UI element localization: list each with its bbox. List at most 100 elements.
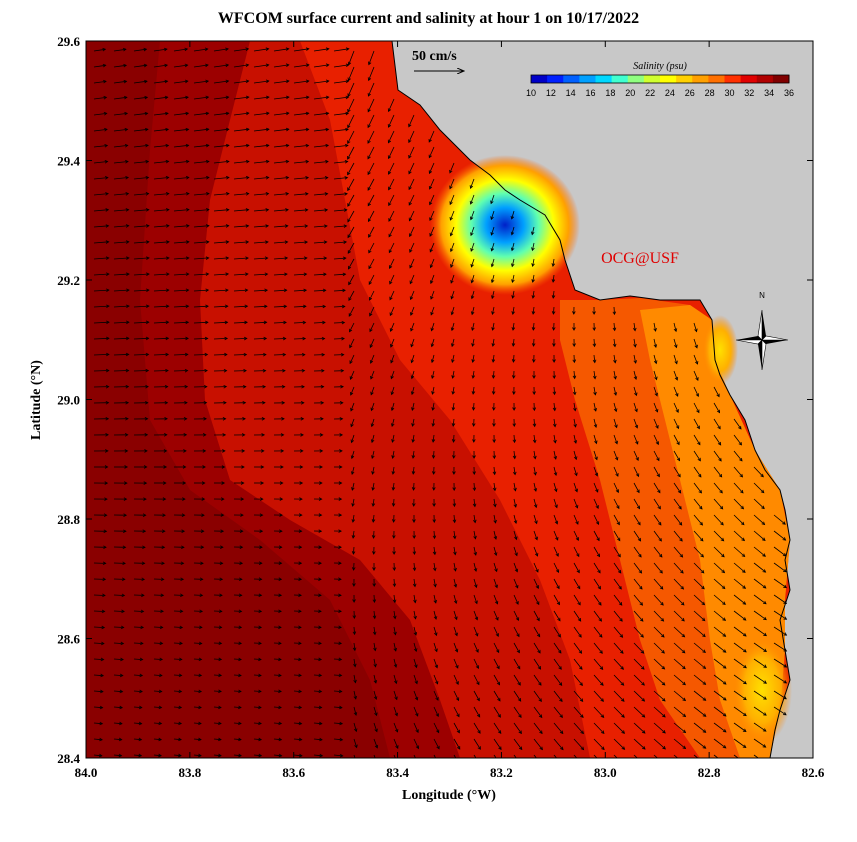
current-vector — [613, 722, 625, 734]
current-vector-head — [144, 417, 149, 421]
current-vector — [593, 562, 601, 574]
current-vector-head — [409, 264, 413, 269]
current-vector — [472, 370, 475, 379]
current-vector-head — [535, 569, 539, 573]
current-vector — [393, 610, 396, 619]
current-vector — [253, 354, 266, 356]
current-vector — [193, 128, 209, 132]
current-vector-head — [202, 465, 206, 469]
current-vector-head — [367, 202, 372, 207]
current-vector — [433, 610, 437, 620]
current-vector-head — [101, 625, 106, 630]
current-vector — [173, 338, 189, 340]
current-vector-head — [238, 673, 242, 678]
current-vector-head — [622, 763, 625, 766]
current-vector — [390, 322, 395, 332]
current-vector-head — [514, 552, 518, 557]
current-vector — [153, 64, 168, 68]
map-field — [86, 41, 813, 766]
current-vector-head — [105, 256, 110, 260]
current-vector-head — [518, 746, 523, 751]
current-vector-head — [138, 721, 143, 726]
current-vector-head — [372, 599, 377, 604]
current-vector — [371, 450, 375, 459]
y-axis-title: Latitude (°N) — [29, 360, 44, 440]
current-vector — [773, 546, 787, 557]
current-vector — [93, 754, 102, 757]
current-vector — [153, 642, 163, 644]
current-vector-head — [205, 79, 210, 84]
current-vector-head — [654, 376, 658, 381]
current-vector — [433, 674, 438, 685]
current-vector-head — [178, 689, 183, 694]
current-vector-head — [367, 155, 371, 160]
current-vector-head — [659, 586, 664, 590]
current-vector — [372, 498, 375, 507]
current-vector-head — [387, 108, 392, 113]
current-vector — [173, 80, 188, 84]
current-vector-head — [595, 488, 599, 493]
current-vector — [349, 338, 355, 348]
current-vector-head — [552, 407, 557, 412]
current-vector-head — [146, 288, 150, 293]
current-vector-head — [185, 304, 190, 309]
current-vector — [693, 322, 697, 332]
current-vector — [393, 594, 396, 603]
current-vector — [432, 386, 435, 395]
current-vector — [470, 178, 475, 189]
current-vector — [93, 658, 104, 660]
current-vector-head — [125, 336, 130, 341]
current-vector-head — [681, 649, 686, 654]
current-vector — [133, 257, 150, 260]
current-vector-head — [412, 567, 417, 572]
current-vector-head — [281, 401, 286, 405]
current-vector-head — [200, 545, 205, 549]
current-vector — [233, 706, 242, 708]
current-vector-head — [450, 264, 454, 268]
current-vector-head — [702, 745, 707, 749]
current-vector-head — [283, 304, 288, 309]
current-vector-head — [470, 216, 474, 221]
current-vector — [613, 466, 619, 477]
current-vector — [233, 128, 249, 132]
current-vector-head — [118, 753, 123, 758]
current-vector-head — [184, 63, 189, 68]
current-vector-head — [283, 320, 287, 325]
current-vector-head — [368, 249, 372, 254]
current-vector — [410, 322, 415, 332]
current-vector — [713, 514, 724, 526]
current-vector-head — [323, 240, 328, 244]
current-vector — [353, 674, 356, 683]
current-vector-head — [475, 665, 479, 670]
current-vector-head — [763, 648, 767, 652]
current-vector — [392, 434, 395, 443]
current-vector-head — [240, 481, 245, 485]
current-vector-head — [178, 705, 183, 710]
current-vector-head — [220, 529, 225, 533]
current-vector-head — [370, 439, 375, 444]
current-vector-head — [305, 192, 309, 196]
current-vector-head — [429, 264, 434, 269]
current-vector — [333, 128, 349, 132]
current-vector-head — [338, 513, 343, 517]
current-vector-head — [391, 471, 396, 475]
current-vector — [633, 482, 640, 493]
current-vector — [333, 306, 345, 308]
current-vector-head — [238, 705, 242, 710]
current-vector-head — [534, 552, 539, 557]
current-vector-head — [718, 457, 722, 462]
current-vector — [113, 64, 127, 68]
current-vector — [93, 642, 104, 644]
current-vector-head — [492, 487, 497, 492]
current-vector-head — [205, 256, 210, 260]
current-vector-head — [413, 632, 418, 636]
current-vector-head — [225, 143, 230, 148]
current-vector — [613, 546, 621, 558]
current-vector-head — [470, 295, 475, 300]
current-vector-head — [201, 481, 206, 485]
current-vector-head — [206, 192, 210, 196]
current-vector-head — [341, 320, 346, 325]
current-vector-head — [632, 327, 637, 332]
current-vector — [193, 273, 209, 276]
current-vector-head — [185, 95, 189, 100]
